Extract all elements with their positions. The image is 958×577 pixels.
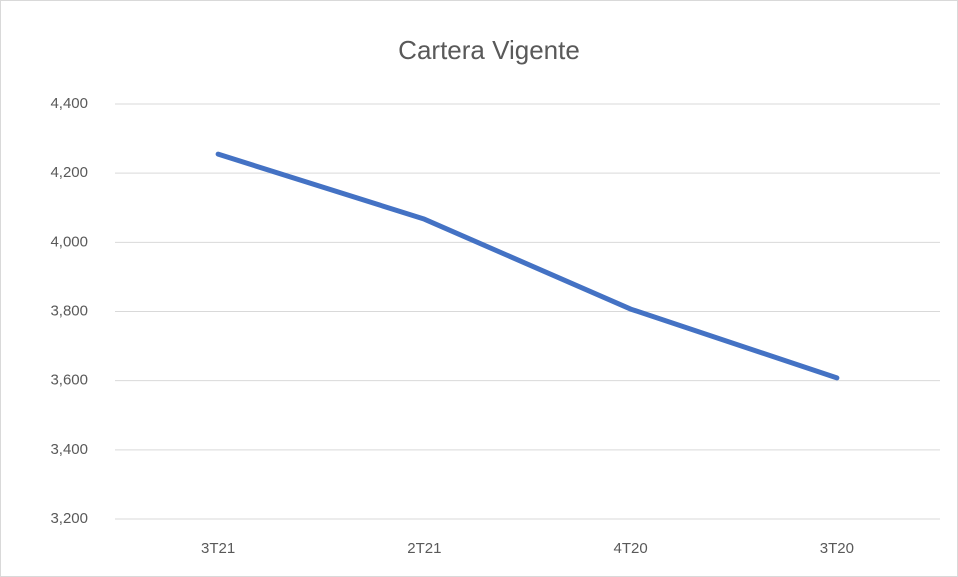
y-tick-label: 4,400: [50, 95, 88, 112]
x-tick-label: 2T21: [407, 540, 441, 557]
chart-title: Cartera Vigente: [398, 35, 580, 65]
y-tick-label: 4,200: [50, 164, 88, 181]
y-tick-label: 3,800: [50, 302, 88, 319]
y-tick-label: 3,600: [50, 372, 88, 389]
y-tick-label: 3,200: [50, 510, 88, 527]
x-tick-label: 3T20: [820, 540, 854, 557]
data-line: [215, 151, 840, 381]
y-tick-label: 3,400: [50, 441, 88, 458]
x-tick-label: 3T21: [201, 540, 235, 557]
y-tick-label: 4,000: [50, 233, 88, 250]
x-tick-label: 4T20: [614, 540, 648, 557]
